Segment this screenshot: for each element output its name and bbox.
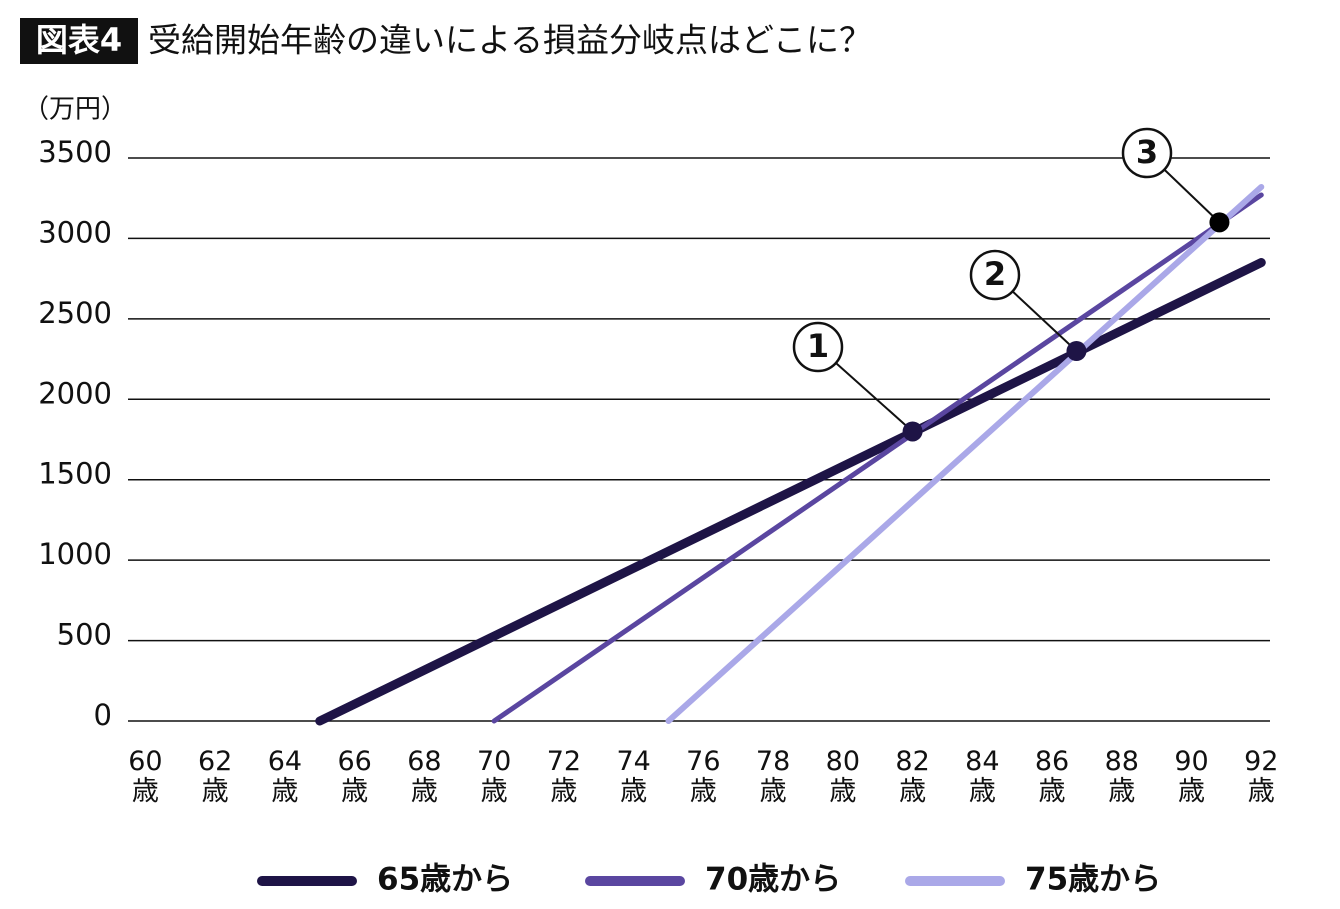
x-tick-label: 72 歳 bbox=[547, 746, 581, 807]
x-tick-label: 90 歳 bbox=[1174, 746, 1208, 807]
x-tick-label: 76 歳 bbox=[686, 746, 720, 807]
y-tick-label: 2500 bbox=[38, 296, 112, 330]
x-tick-label: 68 歳 bbox=[407, 746, 441, 807]
y-tick-label: 0 bbox=[94, 698, 112, 732]
badge: 図表4 bbox=[36, 21, 122, 59]
y-tick-label: 3000 bbox=[38, 215, 112, 249]
callout-circle bbox=[792, 321, 844, 373]
x-tick-label: 84 歳 bbox=[965, 746, 999, 807]
x-tick-label: 70 歳 bbox=[477, 746, 511, 807]
legend-label: 65歳から bbox=[377, 862, 513, 898]
x-tick-label: 88 歳 bbox=[1105, 746, 1139, 807]
x-tick-label: 86 歳 bbox=[1035, 746, 1069, 807]
legend-label: 70歳から bbox=[705, 862, 841, 898]
x-tick-label: 78 歳 bbox=[756, 746, 790, 807]
x-tick-label: 66 歳 bbox=[337, 746, 371, 807]
x-tick-label: 80 歳 bbox=[826, 746, 860, 807]
series-line bbox=[315, 258, 1266, 726]
x-tick-label: 64 歳 bbox=[268, 746, 302, 807]
callout-label: 1 bbox=[807, 327, 829, 365]
callout-circle bbox=[1121, 127, 1173, 179]
series-line bbox=[491, 192, 1264, 724]
break-even-point bbox=[1066, 341, 1087, 362]
y-tick-label: 2000 bbox=[38, 376, 112, 410]
legend-label: 75歳から bbox=[1025, 862, 1161, 898]
y-tick-label: 500 bbox=[57, 618, 112, 652]
x-tick-label: 62 歳 bbox=[198, 746, 232, 807]
callout-circle bbox=[969, 249, 1021, 301]
callout-label: 3 bbox=[1136, 133, 1158, 171]
y-tick-label: 1000 bbox=[38, 537, 112, 571]
callout-label: 2 bbox=[984, 255, 1006, 293]
badge-bg bbox=[20, 18, 138, 64]
y-tick-label: 1500 bbox=[38, 457, 112, 491]
chart-title: 受給開始年齢の違いによる損益分岐点はどこに？ bbox=[148, 21, 872, 60]
x-tick-label: 82 歳 bbox=[895, 746, 929, 807]
x-tick-label: 92 歳 bbox=[1244, 746, 1278, 807]
y-tick-label: 3500 bbox=[38, 135, 112, 169]
series-line bbox=[665, 183, 1265, 724]
break-even-point bbox=[902, 421, 923, 442]
x-tick-label: 74 歳 bbox=[616, 746, 650, 807]
x-tick-label: 60 歳 bbox=[128, 746, 162, 807]
break-even-point bbox=[1209, 212, 1230, 233]
y-axis-label: （万円） bbox=[23, 95, 127, 125]
